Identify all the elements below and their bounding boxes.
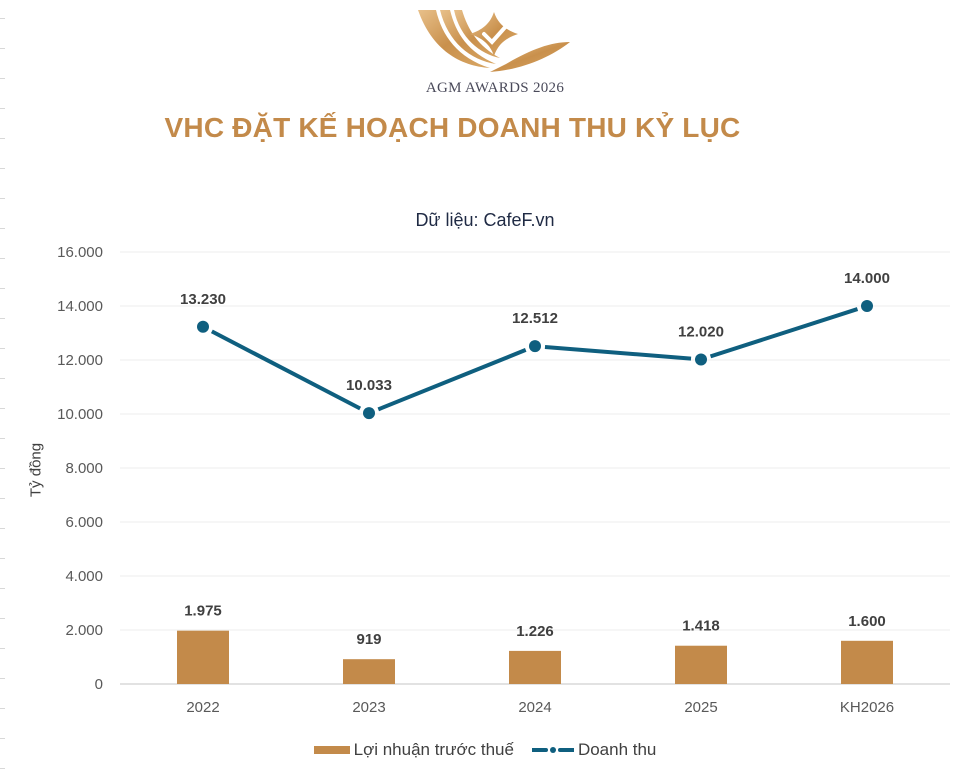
edge-tick xyxy=(0,468,5,469)
edge-tick xyxy=(0,558,5,559)
edge-tick xyxy=(0,78,5,79)
chart-subtitle: Dữ liệu: CafeF.vn xyxy=(415,210,555,230)
y-tick-label: 8.000 xyxy=(65,460,103,477)
gridlines xyxy=(120,251,950,685)
line-value-label: 13.230 xyxy=(180,291,226,308)
line-segment xyxy=(709,307,859,359)
edge-tick xyxy=(0,48,5,49)
edge-tick xyxy=(0,438,5,439)
x-tick-label: KH2026 xyxy=(840,699,894,716)
y-tick-label: 12.000 xyxy=(57,352,103,369)
edge-tick xyxy=(0,768,5,769)
y-tick-label: 10.000 xyxy=(57,406,103,423)
line-segment xyxy=(544,344,692,361)
bar-series-loi-nhuan xyxy=(177,630,893,684)
edge-tick xyxy=(0,168,5,169)
y-tick-label: 6.000 xyxy=(65,514,103,531)
edge-tick xyxy=(0,678,5,679)
edge-tick xyxy=(0,18,5,19)
chart-legend: Lợi nhuận trước thuế Doanh thu xyxy=(0,740,970,760)
edge-tick xyxy=(0,288,5,289)
line-marker xyxy=(861,300,873,312)
edge-tick xyxy=(0,648,5,649)
legend-label: Lợi nhuận trước thuế xyxy=(353,740,514,759)
line-marker xyxy=(197,320,209,333)
line-value-label: 10.033 xyxy=(346,377,392,394)
edge-tick xyxy=(0,228,5,229)
line-data-labels: 13.230 10.033 12.512 12.020 14.000 xyxy=(180,270,890,394)
edge-tick xyxy=(0,408,5,409)
bar xyxy=(509,650,561,684)
chart-title: VHC ĐẶT KẾ HOẠCH DOANH THU KỶ LỤC xyxy=(164,112,741,143)
y-tick-label: 2.000 xyxy=(65,622,103,639)
y-tick-label: 4.000 xyxy=(65,568,103,585)
edge-tick xyxy=(0,708,5,709)
edge-tick xyxy=(0,198,5,199)
bar-value-label: 1.600 xyxy=(848,613,886,630)
line-segment xyxy=(377,348,527,412)
x-tick-label: 2022 xyxy=(186,699,219,716)
line-marker xyxy=(529,340,541,353)
line-marker-swatch-icon xyxy=(531,747,574,753)
bar-value-label: 1.975 xyxy=(184,603,222,620)
bar xyxy=(343,659,395,684)
edge-tick xyxy=(0,528,5,529)
line-marker xyxy=(695,353,707,366)
legend-item-doanh-thu: Doanh thu xyxy=(531,740,657,760)
line-marker xyxy=(363,407,375,420)
logo-text: AGM AWARDS 2026 xyxy=(425,80,565,96)
award-emblem-icon xyxy=(418,10,570,72)
y-axis-ticks: 0 2.000 4.000 6.000 8.000 10.000 12.000 14.000 1… xyxy=(57,244,103,693)
bar-value-label: 1.418 xyxy=(682,618,720,635)
x-tick-label: 2024 xyxy=(518,699,551,716)
edge-tick xyxy=(0,498,5,499)
edge-tick xyxy=(0,108,5,109)
line-value-label: 12.020 xyxy=(678,323,724,340)
bar-data-labels: 1.975 919 1.226 1.418 1.600 xyxy=(184,603,886,649)
edge-tick xyxy=(0,318,5,319)
line-value-label: 14.000 xyxy=(844,270,890,287)
bar-swatch-icon xyxy=(313,746,350,754)
agm-awards-logo: AGM AWARDS 2026 xyxy=(410,6,580,96)
bar-value-label: 1.226 xyxy=(516,623,554,640)
legend-item-loi-nhuan: Lợi nhuận trước thuế xyxy=(313,740,514,760)
x-tick-label: 2025 xyxy=(684,699,717,716)
bar xyxy=(841,640,893,684)
x-axis-ticks: 2022 2023 2024 2025 KH2026 xyxy=(186,699,894,716)
edge-tick xyxy=(0,738,5,739)
line-series-doanh-thu xyxy=(197,300,873,420)
bar-value-label: 919 xyxy=(356,631,381,648)
legend-label: Doanh thu xyxy=(577,740,657,759)
x-tick-label: 2023 xyxy=(352,699,385,716)
edge-ruler-ticks xyxy=(0,0,6,784)
bar xyxy=(177,630,229,684)
y-tick-label: 14.000 xyxy=(57,298,103,315)
edge-tick xyxy=(0,618,5,619)
line-value-label: 12.512 xyxy=(512,310,558,327)
y-tick-label: 0 xyxy=(95,676,103,693)
edge-tick xyxy=(0,258,5,259)
edge-tick xyxy=(0,588,5,589)
edge-tick xyxy=(0,348,5,349)
line-segment xyxy=(210,329,362,411)
bar xyxy=(675,645,727,684)
edge-tick xyxy=(0,378,5,379)
y-tick-label: 16.000 xyxy=(57,244,103,261)
edge-tick xyxy=(0,138,5,139)
